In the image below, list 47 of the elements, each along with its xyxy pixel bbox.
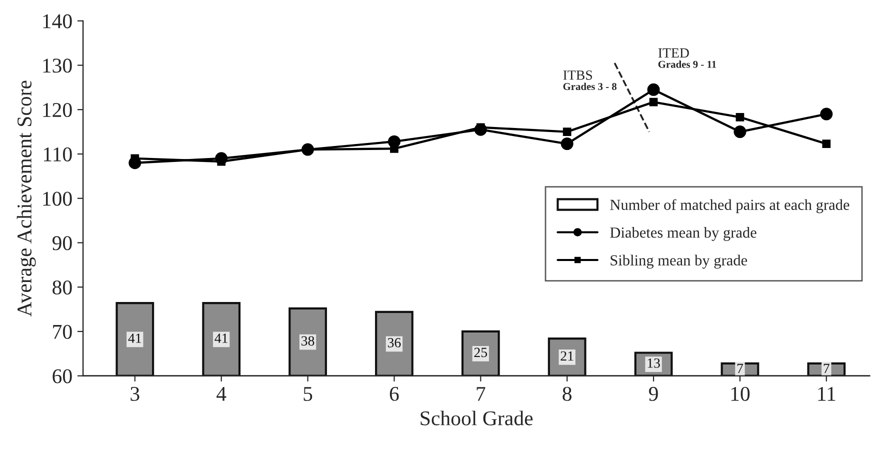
- x-tick-label: 8: [562, 386, 572, 401]
- annotation: Grades 3 - 8: [563, 82, 617, 90]
- x-tick-label: 11: [818, 386, 836, 401]
- annotation: Grades 9 - 11: [658, 60, 716, 68]
- legend-label: Number of matched pairs at each grade: [610, 199, 850, 214]
- point: [562, 128, 572, 136]
- data-label: 21: [560, 351, 574, 361]
- x-tick-label: 10: [731, 386, 750, 401]
- y-tick-label: 90: [52, 236, 72, 250]
- y-tick-label: 70: [53, 324, 72, 339]
- data-label: 7: [737, 364, 744, 373]
- y-tick-label: 140: [43, 14, 72, 28]
- y-tick-label: 130: [43, 58, 72, 73]
- legend-label: Diabetes mean by grade: [610, 226, 756, 241]
- y-tick-label: 80: [52, 280, 72, 295]
- y-tick-label: 120: [43, 102, 72, 118]
- x-tick-label: 9: [648, 386, 658, 401]
- data-label: 13: [648, 358, 660, 368]
- point: [560, 138, 574, 150]
- bar: [375, 310, 414, 376]
- data-label: 36: [388, 338, 401, 348]
- bar: [202, 302, 241, 376]
- data-label: 25: [474, 348, 488, 358]
- bar: [116, 302, 154, 376]
- y-tick-label: 110: [44, 147, 72, 162]
- data-label: 7: [824, 364, 830, 373]
- point: [736, 112, 744, 122]
- data-label: 41: [128, 334, 142, 343]
- annotation: ITED: [658, 48, 689, 58]
- x-axis-title: School Grade: [420, 410, 533, 426]
- point: [647, 83, 660, 96]
- x-tick-label: 3: [130, 386, 140, 401]
- point: [649, 98, 658, 106]
- data-label: 41: [214, 334, 228, 343]
- data-label: 38: [301, 336, 314, 346]
- x-tick-label: 6: [390, 386, 399, 401]
- x-tick-label: 7: [476, 387, 486, 401]
- point: [820, 108, 833, 120]
- point: [822, 140, 831, 148]
- x-tick-label: 5: [304, 387, 312, 401]
- legend-label: Sibling mean by grade: [610, 254, 748, 269]
- point: [734, 126, 746, 138]
- y-tick-label: 60: [52, 369, 72, 384]
- y-axis-title: Average Achievement Score: [16, 80, 36, 317]
- y-tick-label: 100: [43, 192, 72, 206]
- x-tick-label: 4: [216, 387, 226, 401]
- annotation: ITBS: [563, 70, 592, 80]
